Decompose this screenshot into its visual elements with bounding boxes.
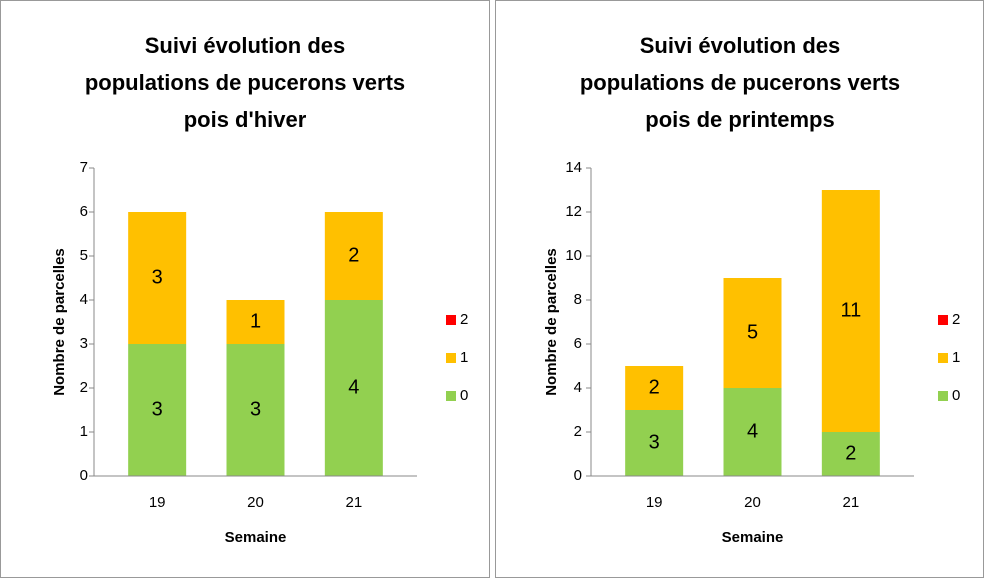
chart-title: pois de printemps xyxy=(645,107,834,132)
y-tick-label: 4 xyxy=(80,291,88,308)
y-tick-label: 2 xyxy=(574,423,582,440)
y-tick-label: 10 xyxy=(565,247,582,264)
x-tick-label: 21 xyxy=(345,494,362,511)
data-label: 3 xyxy=(152,398,163,420)
data-label: 2 xyxy=(348,244,359,266)
chart-title: Suivi évolution des xyxy=(145,33,345,58)
chart-title: pois d'hiver xyxy=(184,107,307,132)
x-tick-label: 20 xyxy=(744,494,761,511)
bar-segment xyxy=(821,190,880,432)
x-tick-label: 19 xyxy=(646,494,663,511)
bar-segment xyxy=(128,344,187,476)
legend-label: 2 xyxy=(460,311,468,328)
y-tick-label: 6 xyxy=(80,203,88,220)
y-tick-label: 0 xyxy=(574,467,582,484)
data-label: 2 xyxy=(649,376,660,398)
y-axis-title: Nombre de parcelles xyxy=(543,248,560,396)
bar-segment xyxy=(625,410,684,476)
legend-label: 0 xyxy=(952,387,960,404)
legend-swatch xyxy=(938,315,948,325)
legend-label: 1 xyxy=(460,349,468,366)
bar-segment xyxy=(723,278,782,388)
y-tick-label: 12 xyxy=(565,203,582,220)
bar-segment xyxy=(821,432,880,476)
legend-swatch xyxy=(938,353,948,363)
bar-segment xyxy=(625,366,684,410)
bar-segment xyxy=(723,388,782,476)
legend-swatch xyxy=(446,391,456,401)
y-tick-label: 1 xyxy=(80,423,88,440)
data-label: 1 xyxy=(250,310,261,332)
legend-swatch xyxy=(446,353,456,363)
x-tick-label: 21 xyxy=(842,494,859,511)
x-axis-title: Semaine xyxy=(225,529,287,546)
y-tick-label: 0 xyxy=(80,467,88,484)
bar-segment xyxy=(324,300,383,476)
data-label: 3 xyxy=(250,398,261,420)
data-label: 2 xyxy=(845,442,856,464)
legend-label: 0 xyxy=(460,387,468,404)
x-axis-title: Semaine xyxy=(722,529,784,546)
legend-label: 1 xyxy=(952,349,960,366)
data-label: 3 xyxy=(649,431,660,453)
data-label: 5 xyxy=(747,321,758,343)
y-tick-label: 7 xyxy=(80,159,88,176)
data-label: 4 xyxy=(348,376,359,398)
data-label: 11 xyxy=(840,299,861,321)
data-label: 3 xyxy=(152,266,163,288)
y-tick-label: 5 xyxy=(80,247,88,264)
y-tick-label: 6 xyxy=(574,335,582,352)
y-axis-title: Nombre de parcelles xyxy=(51,248,68,396)
bar-segment xyxy=(324,212,383,300)
x-tick-label: 19 xyxy=(149,494,166,511)
legend-swatch xyxy=(938,391,948,401)
y-tick-label: 8 xyxy=(574,291,582,308)
y-tick-label: 3 xyxy=(80,335,88,352)
chart-title: populations de pucerons verts xyxy=(580,70,900,95)
x-tick-label: 20 xyxy=(247,494,264,511)
legend-swatch xyxy=(446,315,456,325)
y-tick-label: 14 xyxy=(565,159,582,176)
chart-title: Suivi évolution des xyxy=(640,33,840,58)
bar-segment xyxy=(128,212,187,344)
chart-title: populations de pucerons verts xyxy=(85,70,405,95)
y-tick-label: 2 xyxy=(80,379,88,396)
data-label: 4 xyxy=(747,420,758,442)
bar-segment xyxy=(226,300,285,344)
legend-label: 2 xyxy=(952,311,960,328)
y-tick-label: 4 xyxy=(574,379,582,396)
bar-segment xyxy=(226,344,285,476)
